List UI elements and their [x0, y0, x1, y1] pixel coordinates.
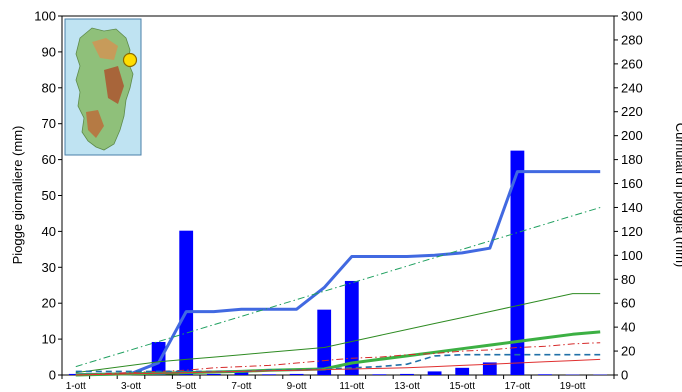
x-tick-label: 13-ott: [394, 381, 420, 392]
daily-rain-bar: [151, 341, 166, 375]
x-tick-label: 5-ott: [176, 381, 196, 392]
inset-map-relief: [92, 38, 118, 60]
cumulative-rain-line: [75, 170, 601, 377]
left-tick-label: 80: [42, 80, 56, 95]
station-marker-icon: [122, 52, 138, 68]
left-tick-label: 20: [42, 296, 56, 311]
x-tick-label: 7-ott: [231, 381, 251, 392]
daily-rain-bar: [372, 374, 387, 375]
daily-rain-bar: [317, 309, 332, 375]
right-tick-label: 220: [621, 104, 643, 119]
left-axis-title: Piogge giornaliere (mm): [10, 126, 25, 265]
cumulative-rain-line: [75, 342, 601, 376]
cumulative-rain-line: [75, 353, 601, 373]
right-tick-label: 240: [621, 80, 643, 95]
x-tick-label: 1-ott: [66, 381, 86, 392]
daily-rain-bar: [482, 362, 497, 375]
right-tick-label: 0: [621, 368, 628, 383]
right-tick-label: 160: [621, 176, 643, 191]
left-tick-label: 0: [49, 368, 56, 383]
daily-rain-bar: [538, 374, 552, 375]
right-tick-label: 80: [621, 272, 635, 287]
daily-rain-bar: [344, 280, 359, 375]
right-tick-label: 100: [621, 248, 643, 263]
daily-rain-bar: [400, 373, 414, 375]
daily-rain-bar: [510, 150, 525, 375]
x-tick-label: 9-ott: [287, 381, 307, 392]
left-tick-label: 30: [42, 260, 56, 275]
daily-rain-bar: [206, 373, 221, 375]
cumulative-rain-line: [75, 358, 601, 376]
daily-rain-bar: [289, 373, 304, 375]
right-tick-label: 140: [621, 200, 643, 215]
cumulative-rain-line: [75, 293, 601, 374]
right-axis-title: Cumulati di pioggia (mm): [673, 123, 682, 268]
right-tick-label: 300: [621, 9, 643, 24]
left-tick-label: 70: [42, 116, 56, 131]
right-tick-label: 20: [621, 344, 635, 359]
right-tick-label: 260: [621, 56, 643, 71]
x-tick-label: 19-ott: [560, 381, 586, 392]
right-tick-label: 60: [621, 296, 635, 311]
x-tick-label: 3-ott: [121, 381, 141, 392]
inset-map-relief: [104, 66, 124, 104]
right-tick-label: 200: [621, 128, 643, 143]
right-tick-label: 280: [621, 32, 643, 47]
left-tick-label: 100: [34, 9, 56, 24]
right-tick-label: 40: [621, 320, 635, 335]
daily-rain-bar: [234, 372, 249, 375]
x-tick-label: 11-ott: [339, 381, 364, 392]
left-tick-label: 10: [42, 332, 56, 347]
x-tick-label: 17-ott: [505, 381, 531, 392]
right-tick-label: 180: [621, 152, 643, 167]
plot-frame: [61, 15, 615, 376]
daily-rain-bar: [179, 230, 194, 375]
daily-rain-bar: [455, 367, 470, 375]
left-tick-label: 40: [42, 224, 56, 239]
left-tick-label: 60: [42, 152, 56, 167]
inset-map-relief: [86, 110, 104, 138]
cumulative-rain-line: [75, 207, 601, 368]
left-tick-label: 90: [42, 44, 56, 59]
left-tick-label: 50: [42, 188, 56, 203]
daily-rain-bar: [427, 371, 442, 375]
daily-rain-bar: [262, 374, 276, 375]
x-tick-label: 15-ott: [449, 381, 475, 392]
inset-map: [64, 18, 142, 156]
right-tick-label: 120: [621, 224, 643, 239]
